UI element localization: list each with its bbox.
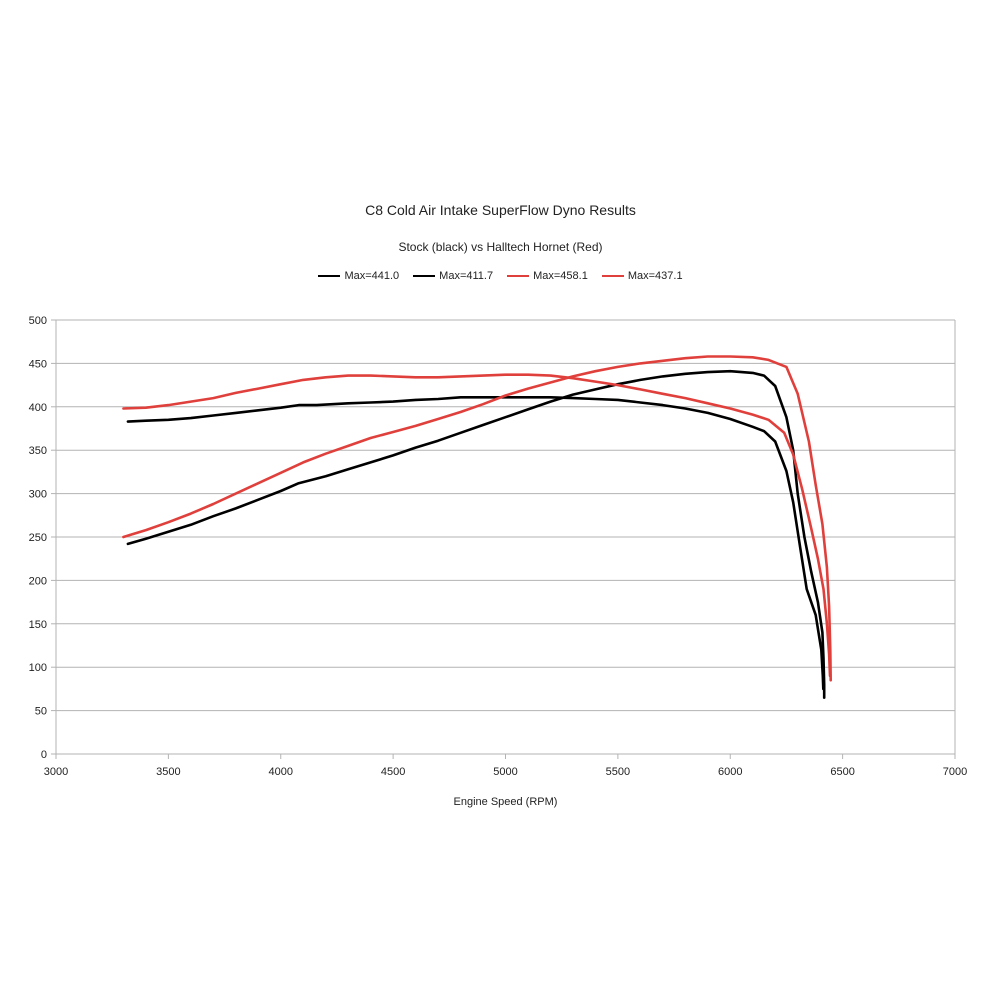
- series-line-3: [122, 355, 832, 682]
- x-tick-label: 7000: [943, 766, 967, 778]
- chart-subtitle: Stock (black) vs Halltech Hornet (Red): [398, 240, 603, 254]
- y-tick-label: 400: [29, 402, 47, 414]
- y-tick-label: 0: [41, 749, 47, 761]
- legend-swatch: [318, 275, 341, 277]
- y-tick-label: 450: [29, 358, 47, 370]
- chart-title: C8 Cold Air Intake SuperFlow Dyno Result…: [365, 202, 636, 218]
- x-tick-label: 5500: [606, 766, 630, 778]
- y-tick-label: 200: [29, 575, 47, 587]
- x-tick-label: 6000: [718, 766, 742, 778]
- series-line-1: [126, 369, 826, 699]
- legend-label: Max=437.1: [627, 270, 683, 282]
- legend-item: Max=441.0: [318, 270, 399, 282]
- x-tick-label: 3500: [156, 766, 180, 778]
- y-tick-label: 300: [29, 489, 47, 501]
- y-tick-label: 250: [29, 532, 47, 544]
- y-tick-label: 100: [29, 662, 47, 674]
- legend-item: Max=437.1: [601, 270, 683, 282]
- y-tick-label: 150: [29, 619, 47, 631]
- y-tick-label: 500: [29, 315, 47, 327]
- y-tick-label: 350: [29, 445, 47, 457]
- legend-swatch: [507, 275, 530, 277]
- x-tick-label: 5000: [493, 766, 517, 778]
- x-tick-label: 4500: [381, 766, 405, 778]
- legend-label: Max=411.7: [439, 270, 494, 282]
- x-tick-label: 3000: [44, 766, 68, 778]
- y-tick-label: 50: [35, 706, 47, 718]
- x-tick-label: 6500: [830, 766, 854, 778]
- legend-label: Max=458.1: [533, 270, 588, 282]
- legend-label: Max=441.0: [344, 270, 400, 282]
- series-line-4: [122, 373, 832, 678]
- x-axis-title: Engine Speed (RPM): [454, 796, 558, 808]
- legend-item: Max=458.1: [507, 270, 588, 282]
- legend: Max=441.0 Max=411.7 Max=458.1 Max=437.1: [0, 270, 1001, 282]
- legend-swatch: [601, 275, 624, 277]
- x-tick-label: 4000: [269, 766, 293, 778]
- legend-swatch: [413, 275, 436, 277]
- series-line-2: [126, 396, 825, 691]
- legend-item: Max=411.7: [413, 270, 493, 282]
